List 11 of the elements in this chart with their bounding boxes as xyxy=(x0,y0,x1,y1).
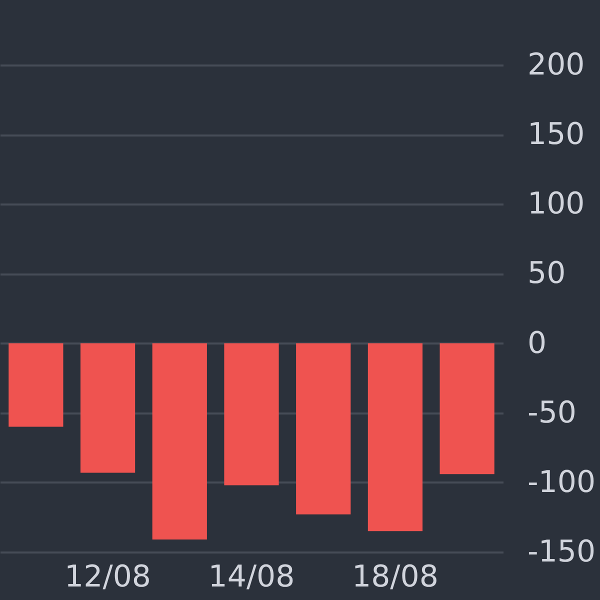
y-tick-label: -100 xyxy=(528,464,596,500)
x-tick-label: 14/08 xyxy=(208,560,295,594)
x-tick-label: 12/08 xyxy=(64,560,152,594)
y-tick-label: 0 xyxy=(528,326,547,361)
y-tick-label: -150 xyxy=(528,534,596,570)
y-tick-label: -50 xyxy=(528,395,576,430)
y-tick-label: 150 xyxy=(528,117,585,152)
x-tick-label: 18/08 xyxy=(352,560,438,594)
y-tick-label: 100 xyxy=(528,186,585,222)
y-tick-label: 50 xyxy=(528,256,566,292)
y-tick-label: 200 xyxy=(528,48,585,82)
